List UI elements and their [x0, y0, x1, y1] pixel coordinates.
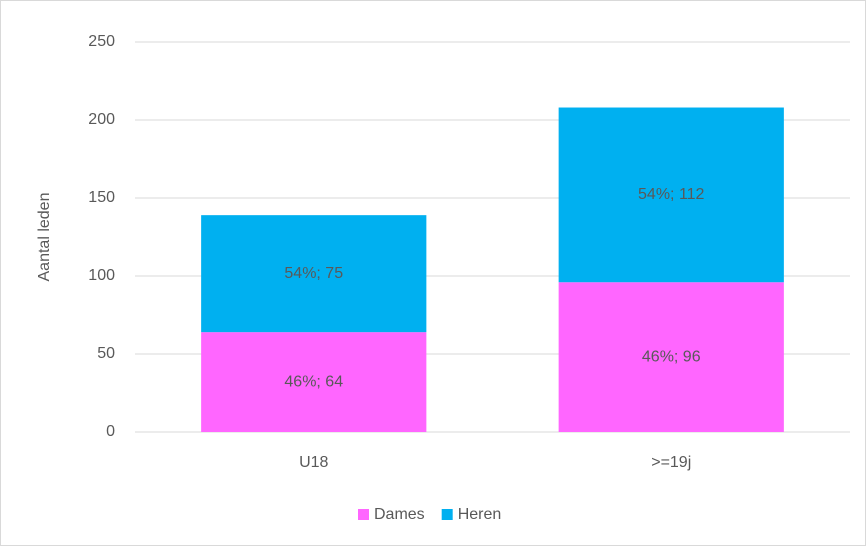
y-tick-label: 100	[88, 267, 115, 284]
legend-swatch	[441, 509, 453, 520]
data-label: 54%; 112	[638, 186, 705, 203]
y-tick-label: 0	[106, 423, 115, 440]
legend-label: Dames	[374, 506, 425, 523]
y-tick-label: 200	[88, 111, 115, 128]
y-tick-label: 150	[88, 189, 115, 206]
bar-segment	[201, 215, 427, 333]
data-label: 54%; 75	[284, 265, 343, 282]
bar-segment	[558, 107, 784, 283]
data-label: 46%; 96	[642, 348, 701, 365]
legend-swatch	[358, 509, 369, 520]
y-axis-title: Aantal leden	[36, 193, 53, 282]
bar-segment	[201, 332, 427, 432]
x-tick-label: >=19j	[651, 454, 691, 471]
x-tick-label: U18	[299, 454, 328, 471]
bar-segment	[558, 282, 784, 432]
y-tick-label: 250	[88, 33, 115, 50]
data-label: 46%; 64	[284, 373, 343, 390]
y-tick-label: 50	[97, 345, 115, 362]
legend-label: Heren	[458, 506, 502, 523]
